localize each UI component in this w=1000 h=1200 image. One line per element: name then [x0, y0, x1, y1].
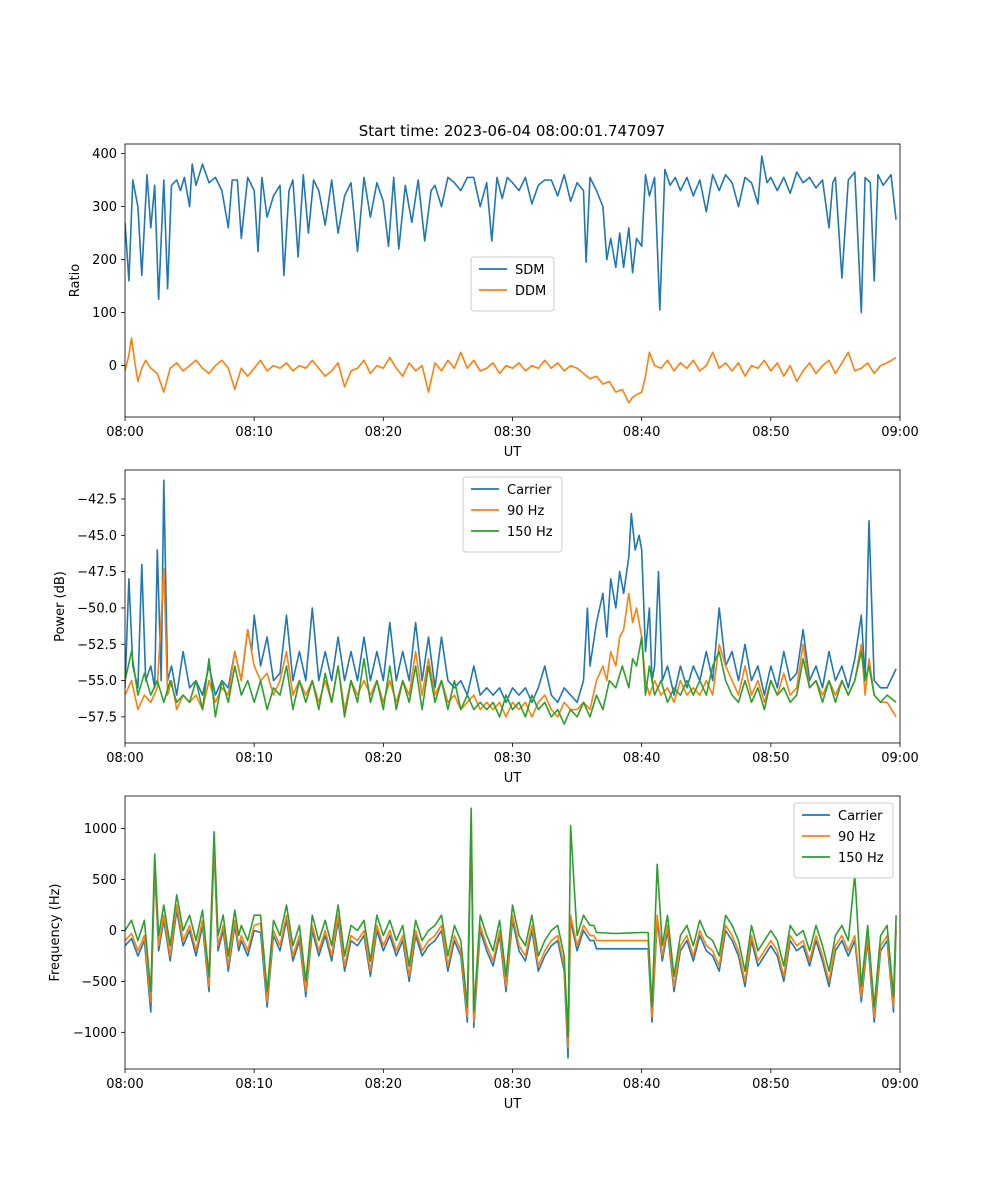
x-tick-label: 08:00 — [106, 1077, 143, 1092]
x-tick-label: 08:10 — [235, 751, 272, 766]
series-group — [125, 807, 897, 1059]
legend-label: Carrier — [507, 483, 552, 498]
legend-box — [462, 476, 563, 553]
legend-label: 150 Hz — [838, 851, 884, 866]
series-line-150-hz — [125, 636, 897, 725]
x-tick-label: 08:40 — [623, 751, 660, 766]
x-tick-label: 08:30 — [494, 425, 531, 440]
legend: Carrier 90 Hz 150 Hz — [462, 476, 563, 553]
x-tick-label: 09:00 — [881, 425, 918, 440]
figure-title: Start time: 2023-06-04 08:00:01.747097 — [359, 122, 665, 140]
x-tick-label: 08:50 — [752, 1077, 789, 1092]
legend-label: 90 Hz — [838, 830, 875, 845]
x-axis-label: UT — [504, 445, 522, 460]
series-group — [125, 479, 897, 725]
series-line-sdm — [125, 155, 897, 314]
y-axis-label: Ratio — [68, 264, 83, 297]
x-tick-label: 08:50 — [752, 425, 789, 440]
y-tick-label: 100 — [92, 306, 117, 321]
y-tick-label: −47.5 — [77, 565, 117, 580]
x-tick-label: 08:40 — [623, 425, 660, 440]
x-tick-label: 08:50 — [752, 751, 789, 766]
x-tick-label: 08:40 — [623, 1077, 660, 1092]
legend: Carrier 90 Hz 150 Hz — [793, 802, 894, 879]
x-tick-label: 08:00 — [106, 751, 143, 766]
series-group — [125, 155, 897, 404]
x-axis-label: UT — [504, 1097, 522, 1112]
y-tick-label: 1000 — [84, 822, 117, 837]
y-tick-label: −52.5 — [77, 638, 117, 653]
series-line-150-hz — [125, 807, 897, 1039]
y-tick-label: −55.0 — [77, 674, 117, 689]
legend-label: DDM — [515, 284, 546, 299]
x-axis-label: UT — [504, 771, 522, 786]
y-tick-label: −57.5 — [77, 710, 117, 725]
x-tick-label: 08:10 — [235, 425, 272, 440]
y-tick-label: −45.0 — [77, 529, 117, 544]
y-tick-label: −500 — [81, 975, 117, 990]
chart-panel-3: 08:00 08:10 08:20 08:30 08:40 08:50 09:00 1000 5… — [48, 795, 919, 1112]
x-tick-label: 08:20 — [365, 751, 402, 766]
x-tick-label: 08:00 — [106, 425, 143, 440]
series-line-90-hz — [125, 567, 897, 718]
y-tick-label: −50.0 — [77, 601, 117, 616]
y-tick-label: 500 — [92, 873, 117, 888]
x-tick-label: 08:10 — [235, 1077, 272, 1092]
legend-box — [470, 256, 555, 312]
y-tick-label: −42.5 — [77, 493, 117, 508]
series-line-90-hz — [125, 817, 897, 1049]
y-axis-label: Power (dB) — [53, 571, 68, 642]
legend-box — [793, 802, 894, 879]
series-line-carrier — [125, 827, 897, 1059]
y-tick-label: 200 — [92, 253, 117, 268]
y-tick-label: 0 — [109, 924, 117, 939]
x-tick-label: 09:00 — [881, 751, 918, 766]
y-tick-label: −1000 — [73, 1026, 117, 1041]
y-tick-label: 300 — [92, 200, 117, 215]
chart-panel-1: 08:00 08:10 08:20 08:30 08:40 08:50 09:00 400 30… — [68, 143, 919, 460]
legend-label: Carrier — [838, 809, 883, 824]
x-tick-label: 08:30 — [494, 1077, 531, 1092]
y-tick-label: 0 — [109, 359, 117, 374]
chart-panel-2: 08:00 08:10 08:20 08:30 08:40 08:50 09:00 −42.5… — [53, 469, 919, 786]
x-tick-label: 08:20 — [365, 425, 402, 440]
legend-label: 150 Hz — [507, 525, 553, 540]
x-tick-label: 08:20 — [365, 1077, 402, 1092]
legend: SDM DDM — [470, 256, 555, 312]
x-tick-label: 09:00 — [881, 1077, 918, 1092]
x-tick-label: 08:30 — [494, 751, 531, 766]
y-axis-label: Frequency (Hz) — [48, 883, 63, 981]
legend-label: 90 Hz — [507, 504, 544, 519]
legend-label: SDM — [515, 263, 544, 278]
y-tick-label: 400 — [92, 147, 117, 162]
series-line-ddm — [125, 337, 897, 404]
